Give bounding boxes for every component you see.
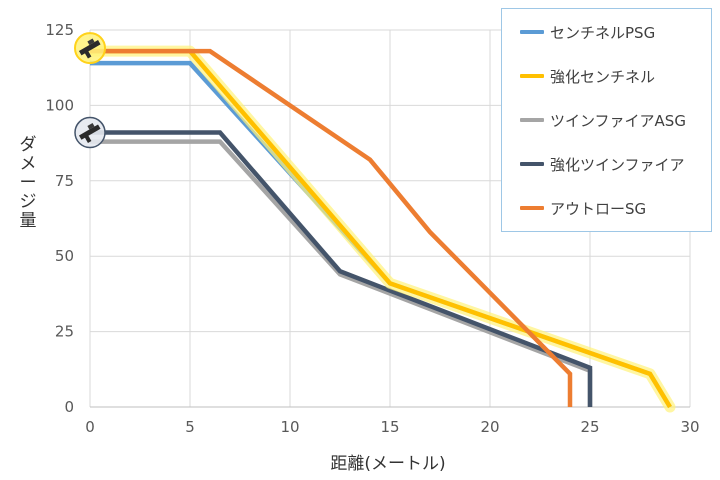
legend-swatch xyxy=(520,162,544,166)
y-tick-label: 50 xyxy=(55,247,74,265)
twinfire-weapon-icon xyxy=(74,116,106,149)
x-tick-label: 0 xyxy=(85,418,95,436)
x-tick-label: 10 xyxy=(280,418,299,436)
legend-label: 強化ツインファイア xyxy=(550,155,685,174)
legend-swatch xyxy=(520,74,544,78)
sentinel-weapon-icon xyxy=(74,32,106,65)
legend-label: ツインファイアASG xyxy=(550,111,686,130)
y-axis-title: ダメージ量 xyxy=(20,135,37,231)
legend-item: 強化センチネル xyxy=(520,63,655,89)
legend-label: センチネルPSG xyxy=(550,23,656,42)
legend: センチネルPSG 強化センチネルツインファイアASG 強化ツインファイア アウトローS… xyxy=(501,8,712,232)
legend-item: ツインファイアASG xyxy=(520,107,686,133)
series-line xyxy=(90,48,573,407)
legend-swatch xyxy=(520,30,544,34)
legend-swatch xyxy=(520,206,544,210)
x-tick-label: 25 xyxy=(580,418,599,436)
x-tick-label: 5 xyxy=(185,418,195,436)
tick-labels: 0 5 10 15 20 25 30 0 25 50 75 100 125 xyxy=(45,21,699,436)
legend-item: 強化ツインファイア xyxy=(520,151,685,177)
series-line xyxy=(90,130,593,407)
y-tick-label: 125 xyxy=(45,21,74,39)
y-tick-label: 100 xyxy=(45,96,74,114)
x-tick-label: 20 xyxy=(480,418,499,436)
legend-item: センチネルPSG xyxy=(520,19,655,45)
y-tick-label: 25 xyxy=(55,323,74,341)
x-tick-label: 30 xyxy=(680,418,699,436)
weapon-markers xyxy=(74,32,106,149)
series-lines xyxy=(84,45,676,413)
x-axis-title: 距離(メートル) xyxy=(330,454,445,474)
y-tick-label: 0 xyxy=(64,398,74,416)
legend-label: 強化センチネル xyxy=(550,67,656,86)
x-tick-label: 15 xyxy=(380,418,399,436)
legend-item: アウトローSG xyxy=(520,195,646,221)
legend-swatch xyxy=(520,118,544,122)
legend-label: アウトローSG xyxy=(550,199,647,218)
y-tick-label: 75 xyxy=(55,172,74,190)
